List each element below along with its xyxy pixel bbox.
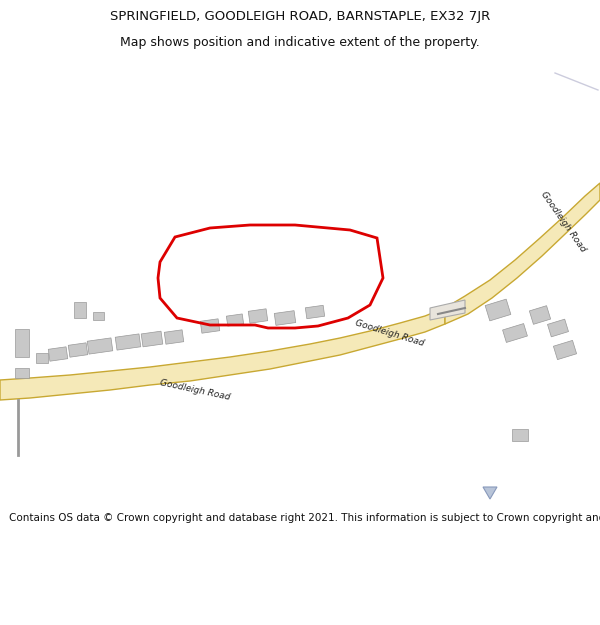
Bar: [74, 302, 86, 318]
Bar: [553, 341, 577, 359]
Bar: [512, 429, 528, 441]
Bar: [115, 334, 141, 350]
Text: SPRINGFIELD, GOODLEIGH ROAD, BARNSTAPLE, EX32 7JR: SPRINGFIELD, GOODLEIGH ROAD, BARNSTAPLE,…: [110, 11, 490, 24]
Bar: [226, 314, 244, 326]
Polygon shape: [445, 183, 600, 324]
Bar: [36, 353, 48, 363]
Bar: [87, 338, 113, 354]
Text: Goodleigh Road: Goodleigh Road: [159, 378, 231, 402]
Text: Goodleigh Road: Goodleigh Road: [539, 190, 587, 254]
Polygon shape: [430, 300, 465, 320]
Text: Contains OS data © Crown copyright and database right 2021. This information is : Contains OS data © Crown copyright and d…: [9, 514, 600, 524]
Bar: [305, 305, 325, 319]
Text: Goodleigh Road: Goodleigh Road: [355, 318, 425, 348]
Bar: [529, 306, 551, 324]
Bar: [164, 330, 184, 344]
Bar: [68, 342, 88, 357]
Bar: [48, 347, 68, 361]
Bar: [503, 324, 527, 342]
Bar: [15, 329, 29, 357]
Bar: [141, 331, 163, 347]
Bar: [547, 319, 569, 337]
Bar: [274, 311, 296, 326]
Polygon shape: [483, 487, 497, 499]
Bar: [92, 312, 104, 320]
Text: Map shows position and indicative extent of the property.: Map shows position and indicative extent…: [120, 36, 480, 49]
Bar: [15, 368, 29, 378]
Bar: [485, 299, 511, 321]
Bar: [200, 319, 220, 333]
Bar: [248, 309, 268, 323]
Polygon shape: [0, 308, 445, 400]
